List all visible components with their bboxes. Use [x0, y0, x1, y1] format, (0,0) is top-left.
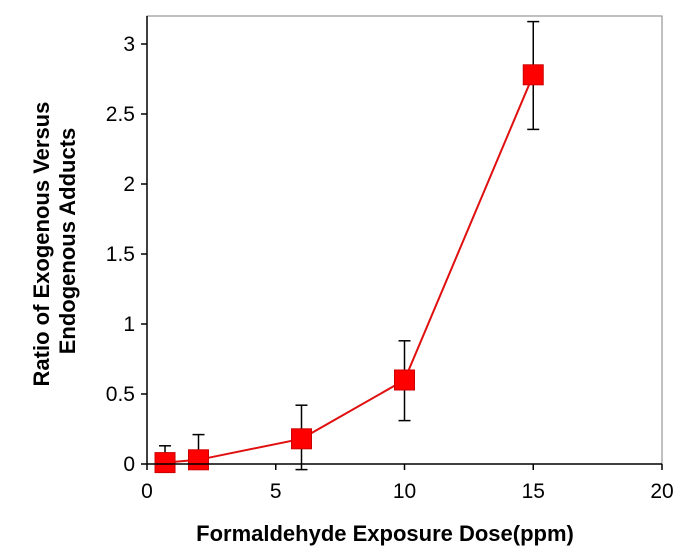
y-tick-label: 1.5 — [106, 243, 135, 266]
series-line — [164, 74, 535, 464]
y-tick-label: 1 — [123, 313, 135, 336]
y-tick-label: 2 — [123, 173, 135, 196]
x-tick-label: 15 — [522, 480, 545, 503]
x-tick-label: 5 — [270, 480, 282, 503]
data-point-marker — [522, 64, 544, 86]
y-tick-label: 3 — [123, 33, 135, 56]
x-axis-title: Formaldehyde Exposure Dose(ppm) — [196, 521, 574, 546]
data-point-marker — [188, 449, 209, 471]
x-tick-label: 10 — [393, 480, 416, 503]
y-tick-label: 0.5 — [106, 383, 135, 406]
x-tick-label: 20 — [650, 480, 673, 503]
data-point-marker — [394, 369, 415, 391]
y-axis-title-line-1: Ratio of Exogenous Versus — [29, 102, 54, 387]
y-tick-label: 0 — [123, 453, 135, 476]
plot-area — [154, 20, 544, 474]
y-axis-title-line-2: Endogenous Adducts — [55, 128, 80, 355]
axes: 0 0.5 1 1.5 2 2.5 3 0 5 10 15 20 — [106, 15, 674, 503]
y-axis-title: Ratio of Exogenous Versus Endogenous Add… — [29, 96, 80, 387]
x-tick-label: 0 — [141, 480, 153, 503]
data-point-marker — [154, 452, 176, 474]
data-point-marker — [291, 428, 312, 450]
labels: Formaldehyde Exposure Dose(ppm) Ratio of… — [29, 96, 574, 546]
y-tick-label: 2.5 — [106, 103, 135, 126]
